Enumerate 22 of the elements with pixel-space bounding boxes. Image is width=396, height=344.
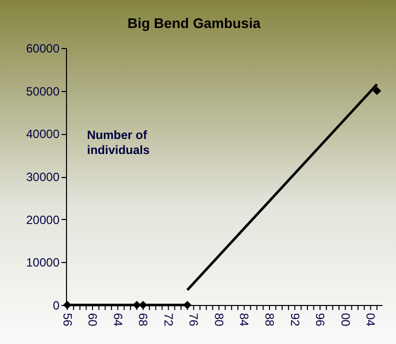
x-tick-label: 84 — [237, 313, 252, 327]
x-tick-label: 88 — [262, 313, 277, 327]
annotation: Number of individuals — [87, 128, 150, 157]
y-tick-label: 30000 — [26, 170, 60, 184]
x-tick-label: 04 — [364, 313, 378, 327]
x-tick-label: 92 — [288, 313, 302, 327]
y-tick-label: 40000 — [26, 127, 60, 142]
y-tick-label: 10000 — [26, 256, 60, 270]
y-tick-label: 0 — [52, 298, 60, 312]
x-tick-label: 76 — [186, 313, 201, 327]
x-tick-label: 80 — [212, 313, 226, 327]
x-tick-label: 72 — [161, 313, 176, 327]
y-tick-label: 50000 — [26, 84, 60, 98]
chart-title: Big Bend Gambusia — [127, 15, 261, 31]
x-tick-label: 96 — [313, 313, 328, 327]
x-tick-label: 00 — [338, 313, 352, 327]
x-tick-label: 68 — [136, 313, 150, 327]
x-tick-label: 56 — [60, 313, 74, 327]
y-tick-label: 60000 — [26, 42, 60, 56]
x-tick-label: 64 — [110, 313, 125, 327]
y-tick-label: 20000 — [26, 212, 60, 227]
x-tick-label: 60 — [86, 313, 100, 327]
